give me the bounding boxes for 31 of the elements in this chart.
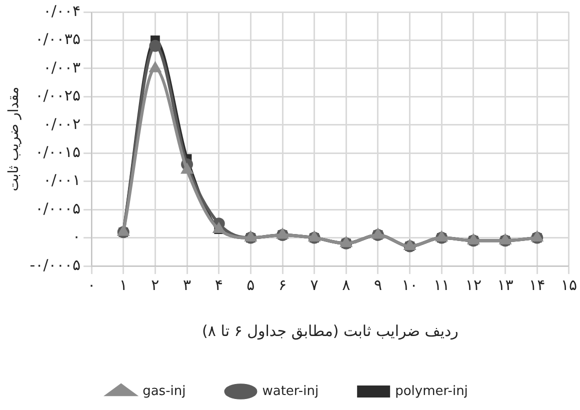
x-tick-label: ۵ (246, 276, 255, 294)
y-axis-title: مقدار ضریب ثابت (6, 86, 22, 192)
x-tick-label: ۳ (182, 276, 192, 294)
y-tick-label: ۰/۰۰۴ (43, 2, 81, 20)
y-tick-label: -۰/۰۰۰۵ (30, 256, 81, 274)
y-tick-label: ۰/۰۰۱ (43, 171, 81, 190)
x-tick-label: ۷ (310, 276, 318, 294)
y-tick-label: ۰/۰۰۲۵ (35, 86, 81, 105)
y-tick-label: ۰/۰۰۰۵ (35, 199, 81, 218)
legend-label: polymer-inj (395, 384, 468, 399)
x-tick-label: ۲ (151, 276, 160, 294)
x-tick-label: ۱۴ (529, 276, 546, 294)
y-tick-label: ۰ (72, 228, 81, 246)
y-tick-label: ۰/۰۰۱۵ (35, 143, 81, 161)
y-tick-label: ۰/۰۰۳۵ (35, 30, 81, 48)
legend-label: water-inj (262, 384, 319, 399)
x-tick-label: ۴ (214, 276, 223, 294)
x-tick-label: ۱۰ (402, 276, 418, 294)
x-tick-label: ۱۳ (497, 276, 514, 294)
x-tick-label: ۰ (88, 276, 96, 294)
x-tick-label: ۱ (119, 276, 128, 294)
y-tick-label: ۰/۰۰۳ (43, 58, 81, 76)
legend-label: gas-inj (142, 384, 186, 399)
x-tick-label: ۱۱ (434, 276, 450, 294)
x-tick-label: ۸ (342, 276, 350, 294)
y-tick-label: ۰/۰۰۲ (43, 114, 81, 133)
x-tick-label: ۶ (278, 276, 287, 294)
x-axis-title: ردیف ضرایب ثابت (مطابق جداول ۶ تا ۸) (202, 322, 458, 340)
x-tick-label: ۱۲ (465, 276, 482, 294)
x-tick-label: ۹ (374, 276, 382, 294)
x-tick-label: ۱۵ (560, 276, 578, 294)
